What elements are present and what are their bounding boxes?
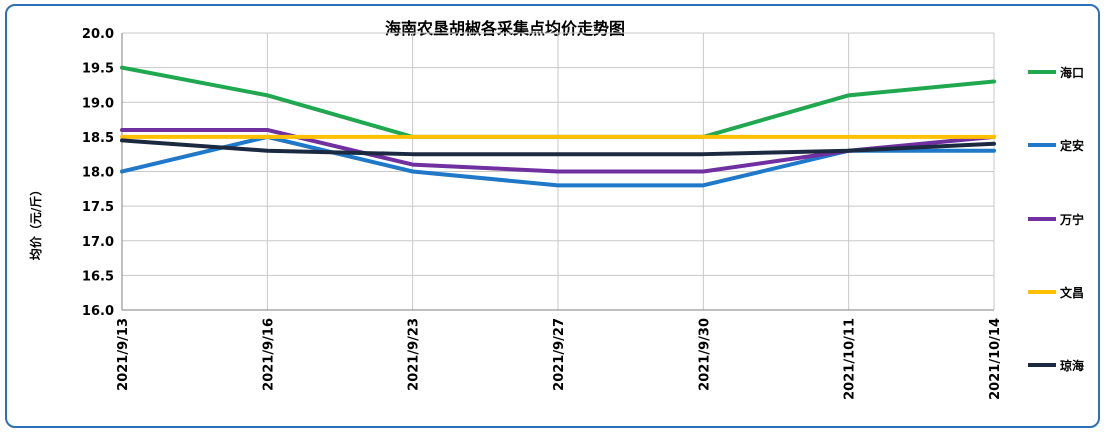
x-axis-ticks: 2021/9/13 2021/9/16 2021/9/23 2021/9/27 2021… — [116, 318, 1003, 400]
y-tick-label: 16.0 — [82, 304, 114, 319]
x-tick-label: 2021/9/27 — [552, 318, 567, 391]
series-line-5 — [120, 138, 996, 157]
y-tick-label: 18.0 — [82, 166, 114, 181]
y-tick-label: 20.0 — [82, 27, 114, 42]
x-tick-label: 2021/9/13 — [116, 318, 131, 391]
x-tick-label: 2021/9/30 — [697, 318, 712, 391]
y-tick-label: 19.5 — [82, 62, 114, 77]
series-lines — [120, 65, 996, 188]
chart-frame — [5, 4, 1100, 428]
x-tick-label: 2021/10/11 — [843, 318, 858, 400]
y-tick-label: 16.5 — [82, 269, 114, 284]
x-tick-label: 2021/10/14 — [988, 318, 1003, 400]
y-tick-label: 18.5 — [82, 131, 114, 146]
y-axis-label: 均价（元/斤） — [28, 184, 43, 260]
y-tick-label: 19.0 — [82, 96, 114, 111]
legend-label: 定安 — [1060, 138, 1084, 153]
legend-label: 琼海 — [1060, 358, 1084, 373]
x-tick-label: 2021/9/16 — [261, 318, 276, 391]
chart-title: 海南农垦胡椒各采集点均价走势图 — [385, 19, 625, 38]
y-tick-label: 17.0 — [82, 235, 114, 250]
y-tick-label: 17.5 — [82, 200, 114, 215]
y-axis-ticks: 16.0 16.5 17.0 17.5 18.0 18.5 19.0 19.5 20.0 — [82, 27, 114, 319]
legend-label: 万宁 — [1059, 212, 1084, 227]
x-tick-label: 2021/9/23 — [407, 318, 422, 391]
legend-label: 海口 — [1060, 65, 1084, 80]
legend-label: 文昌 — [1060, 285, 1084, 300]
